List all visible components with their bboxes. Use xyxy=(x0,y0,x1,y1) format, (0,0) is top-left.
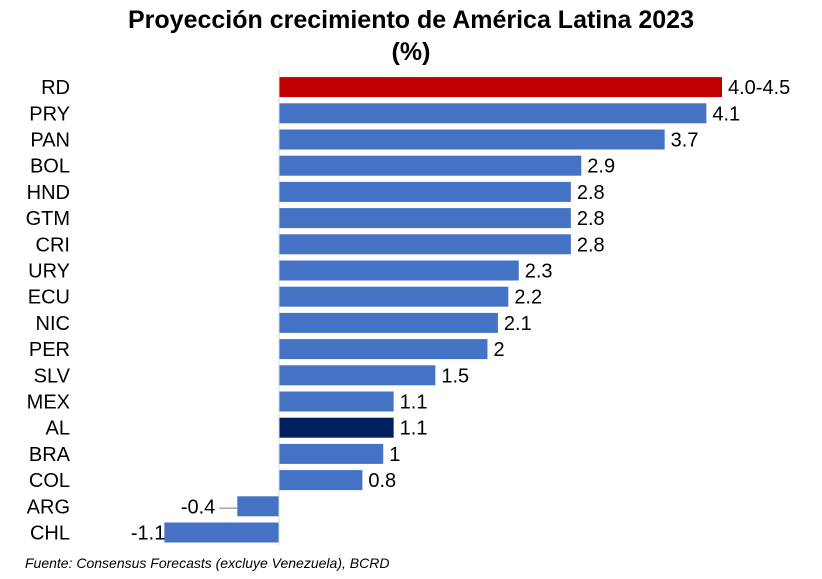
data-label-pan: 3.7 xyxy=(671,130,699,152)
data-label-ury: 2.3 xyxy=(525,261,553,283)
bar-al xyxy=(279,417,394,438)
data-label-bol: 2.9 xyxy=(587,156,615,178)
data-label-nic: 2.1 xyxy=(504,313,532,335)
category-label-al: AL xyxy=(46,418,70,440)
chart-subtitle: (%) xyxy=(391,38,431,66)
category-label-chl: CHL xyxy=(30,523,70,545)
category-label-pry: PRY xyxy=(29,103,70,125)
bar-hnd xyxy=(279,181,571,202)
bar-gtm xyxy=(279,208,571,229)
data-label-per: 2 xyxy=(493,339,504,361)
bar-ecu xyxy=(279,286,509,307)
category-label-rd: RD xyxy=(41,77,70,99)
data-label-col: 0.8 xyxy=(368,470,396,492)
data-label-gtm: 2.8 xyxy=(577,208,605,230)
bar-bra xyxy=(279,443,384,464)
category-label-arg: ARG xyxy=(27,496,70,518)
bar-cri xyxy=(279,234,571,255)
bar-pan xyxy=(279,129,665,150)
bar-mex xyxy=(279,391,394,412)
category-label-mex: MEX xyxy=(27,392,70,414)
category-label-bol: BOL xyxy=(30,156,70,178)
data-label-al: 1.1 xyxy=(400,418,428,440)
data-label-chl: -1.1 xyxy=(131,523,165,545)
category-label-col: COL xyxy=(29,470,70,492)
data-label-slv: 1.5 xyxy=(441,365,469,387)
category-label-pan: PAN xyxy=(30,130,70,152)
category-label-nic: NIC xyxy=(36,313,70,335)
category-label-slv: SLV xyxy=(34,365,71,387)
category-label-ecu: ECU xyxy=(28,287,70,309)
data-label-hnd: 2.8 xyxy=(577,182,605,204)
bar-bol xyxy=(279,155,582,176)
chart-title: Proyección crecimiento de América Latina… xyxy=(128,6,694,34)
data-label-ecu: 2.2 xyxy=(514,287,542,309)
bar-col xyxy=(279,470,363,491)
source-note: Fuente: Consensus Forecasts (excluye Ven… xyxy=(25,555,390,571)
category-label-gtm: GTM xyxy=(26,208,70,230)
bar-slv xyxy=(279,365,436,386)
bar-arg xyxy=(237,496,279,517)
data-label-cri: 2.8 xyxy=(577,234,605,256)
data-label-pry: 4.1 xyxy=(712,103,740,125)
category-label-per: PER xyxy=(29,339,70,361)
data-label-mex: 1.1 xyxy=(400,392,428,414)
data-label-bra: 1 xyxy=(389,444,400,466)
category-label-cri: CRI xyxy=(36,234,70,256)
bar-nic xyxy=(279,312,498,333)
data-label-rd: 4.0-4.5 xyxy=(728,77,790,99)
bar-chl xyxy=(164,522,279,543)
category-label-ury: URY xyxy=(28,261,70,283)
data-label-arg: -0.4 xyxy=(181,496,215,518)
category-label-bra: BRA xyxy=(29,444,71,466)
category-label-hnd: HND xyxy=(27,182,70,204)
bar-ury xyxy=(279,260,519,281)
bar-per xyxy=(279,339,488,360)
bar-pry xyxy=(279,103,707,124)
bar-rd xyxy=(279,77,722,98)
